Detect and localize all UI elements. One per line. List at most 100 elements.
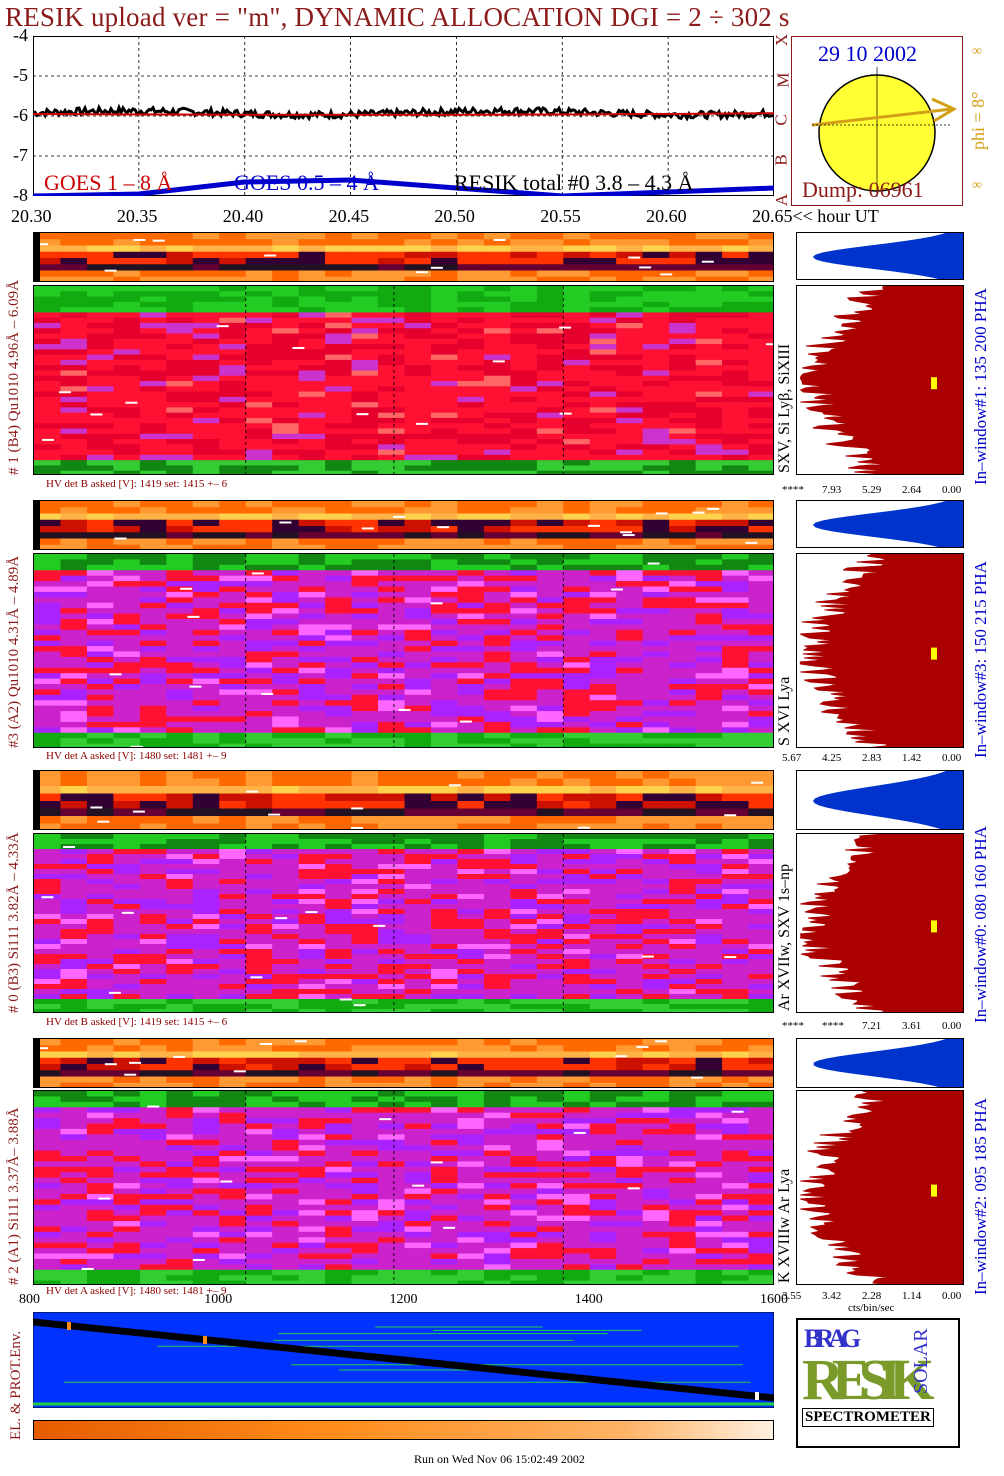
heatmap-cell bbox=[34, 1070, 61, 1077]
heatmap-cell bbox=[483, 1188, 511, 1195]
heatmap-cell bbox=[669, 381, 697, 387]
heatmap-cell bbox=[325, 1193, 353, 1200]
heatmap-cell bbox=[536, 1204, 564, 1211]
heatmap-cell bbox=[113, 646, 141, 652]
heatmap-cell bbox=[113, 433, 141, 440]
heatmap-cell bbox=[510, 312, 538, 319]
heatmap-cell bbox=[113, 513, 141, 521]
heatmap-cell bbox=[192, 771, 220, 779]
heatmap-cell bbox=[219, 239, 247, 246]
heatmap-cell bbox=[642, 1076, 670, 1084]
heatmap-cell bbox=[351, 1183, 379, 1189]
heatmap-cell bbox=[245, 519, 273, 527]
heatmap-cell bbox=[430, 245, 458, 253]
heatmap-cell bbox=[642, 286, 670, 292]
heatmap-cell bbox=[483, 470, 511, 474]
heatmap-cell bbox=[722, 1039, 750, 1046]
heatmap-cell bbox=[166, 532, 194, 539]
heatmap-cell bbox=[60, 929, 88, 935]
heatmap-cell bbox=[642, 564, 670, 571]
heatmap-cell bbox=[722, 859, 750, 865]
heatmap-cell bbox=[563, 354, 591, 361]
heatmap-cell bbox=[192, 974, 220, 980]
heatmap-cell bbox=[298, 624, 326, 631]
page-title: RESIK upload ver = "m", DYNAMIC ALLOCATI… bbox=[5, 2, 790, 32]
heatmap-cell bbox=[616, 949, 644, 955]
heatmap-cell bbox=[510, 251, 538, 259]
heatmap-cell bbox=[139, 1253, 167, 1260]
heatmap-cell bbox=[60, 608, 88, 615]
heatmap-cell bbox=[139, 771, 167, 779]
heatmap-cell bbox=[192, 1204, 220, 1211]
heatmap-cell bbox=[60, 904, 88, 910]
heatmap-cell bbox=[351, 597, 379, 604]
heatmap-cell bbox=[325, 823, 353, 829]
heatmap-cell bbox=[457, 689, 485, 696]
heatmap-cell bbox=[60, 532, 88, 539]
heatmap-cell bbox=[192, 439, 220, 445]
heatmap-cell bbox=[378, 460, 405, 466]
heatmap-cell bbox=[589, 823, 617, 829]
heatmap-cell bbox=[748, 1107, 773, 1114]
heatmap-cell bbox=[34, 581, 61, 587]
heatmap-cell bbox=[669, 581, 697, 587]
heatmap-cell bbox=[669, 1107, 697, 1114]
heatmap-cell bbox=[192, 959, 220, 965]
phi-side-top: ∞ bbox=[972, 44, 982, 59]
heatmap-cell bbox=[748, 1096, 773, 1103]
heatmap-cell bbox=[616, 1045, 644, 1052]
heatmap-cell bbox=[298, 1221, 326, 1227]
heatmap-cell bbox=[695, 700, 723, 707]
heatmap-cell bbox=[616, 673, 644, 680]
heatmap-cell bbox=[616, 365, 644, 371]
heatmap-cell bbox=[616, 354, 644, 361]
heatmap-cell bbox=[722, 1118, 750, 1124]
heatmap-cell bbox=[298, 258, 326, 265]
heatmap-cell bbox=[695, 1112, 723, 1119]
heatmap-cell bbox=[86, 1215, 114, 1222]
heatmap-cell bbox=[483, 884, 511, 890]
heatmap-cell bbox=[695, 575, 723, 582]
heatmap-cell bbox=[298, 449, 326, 456]
heatmap-cell bbox=[166, 1118, 194, 1124]
heatmap-cell bbox=[430, 999, 458, 1005]
heatmap-cell bbox=[589, 570, 617, 577]
heatmap-cell bbox=[192, 559, 220, 566]
heatmap-cell bbox=[86, 338, 114, 345]
heatmap-cell bbox=[722, 375, 750, 382]
heatmap-cell bbox=[298, 1210, 326, 1217]
heatmap-cell bbox=[219, 771, 247, 779]
heatmap-cell bbox=[510, 924, 538, 930]
heatmap-cell bbox=[34, 570, 61, 577]
heatmap-cell bbox=[616, 689, 644, 696]
heatmap-cell bbox=[669, 874, 697, 880]
heatmap-cell bbox=[245, 1210, 273, 1217]
heatmap-cell bbox=[139, 684, 167, 690]
heatmap-cell bbox=[642, 929, 670, 935]
heatmap-cell bbox=[589, 1183, 617, 1189]
heatmap-cell bbox=[113, 711, 141, 717]
heatmap-cell bbox=[378, 317, 405, 324]
heatmap-cell bbox=[139, 396, 167, 403]
heatmap-cell bbox=[378, 258, 405, 265]
heatmap-hotpixel bbox=[647, 562, 660, 565]
heatmap-cell bbox=[404, 959, 432, 965]
heatmap-cell bbox=[748, 738, 773, 745]
heatmap-cell bbox=[166, 1156, 194, 1162]
heatmap-cell bbox=[192, 954, 220, 960]
heatmap-cell bbox=[219, 1237, 247, 1244]
heatmap-cell bbox=[457, 844, 485, 850]
heatmap-hotpixel bbox=[701, 260, 714, 263]
heatmap-cell bbox=[378, 328, 405, 334]
heatmap-cell bbox=[219, 889, 247, 895]
heatmap-cell bbox=[192, 994, 220, 1000]
heatmap-cell bbox=[589, 564, 617, 571]
heatmap-cell bbox=[669, 454, 697, 461]
heatmap-cell bbox=[166, 909, 194, 915]
heatmap-cell bbox=[536, 969, 564, 975]
heatmap-cell bbox=[616, 286, 644, 292]
heatmap-cell bbox=[298, 864, 326, 870]
heatmap-cell bbox=[113, 1177, 141, 1184]
heatmap-cell bbox=[351, 375, 379, 382]
heatmap-cell bbox=[139, 894, 167, 900]
